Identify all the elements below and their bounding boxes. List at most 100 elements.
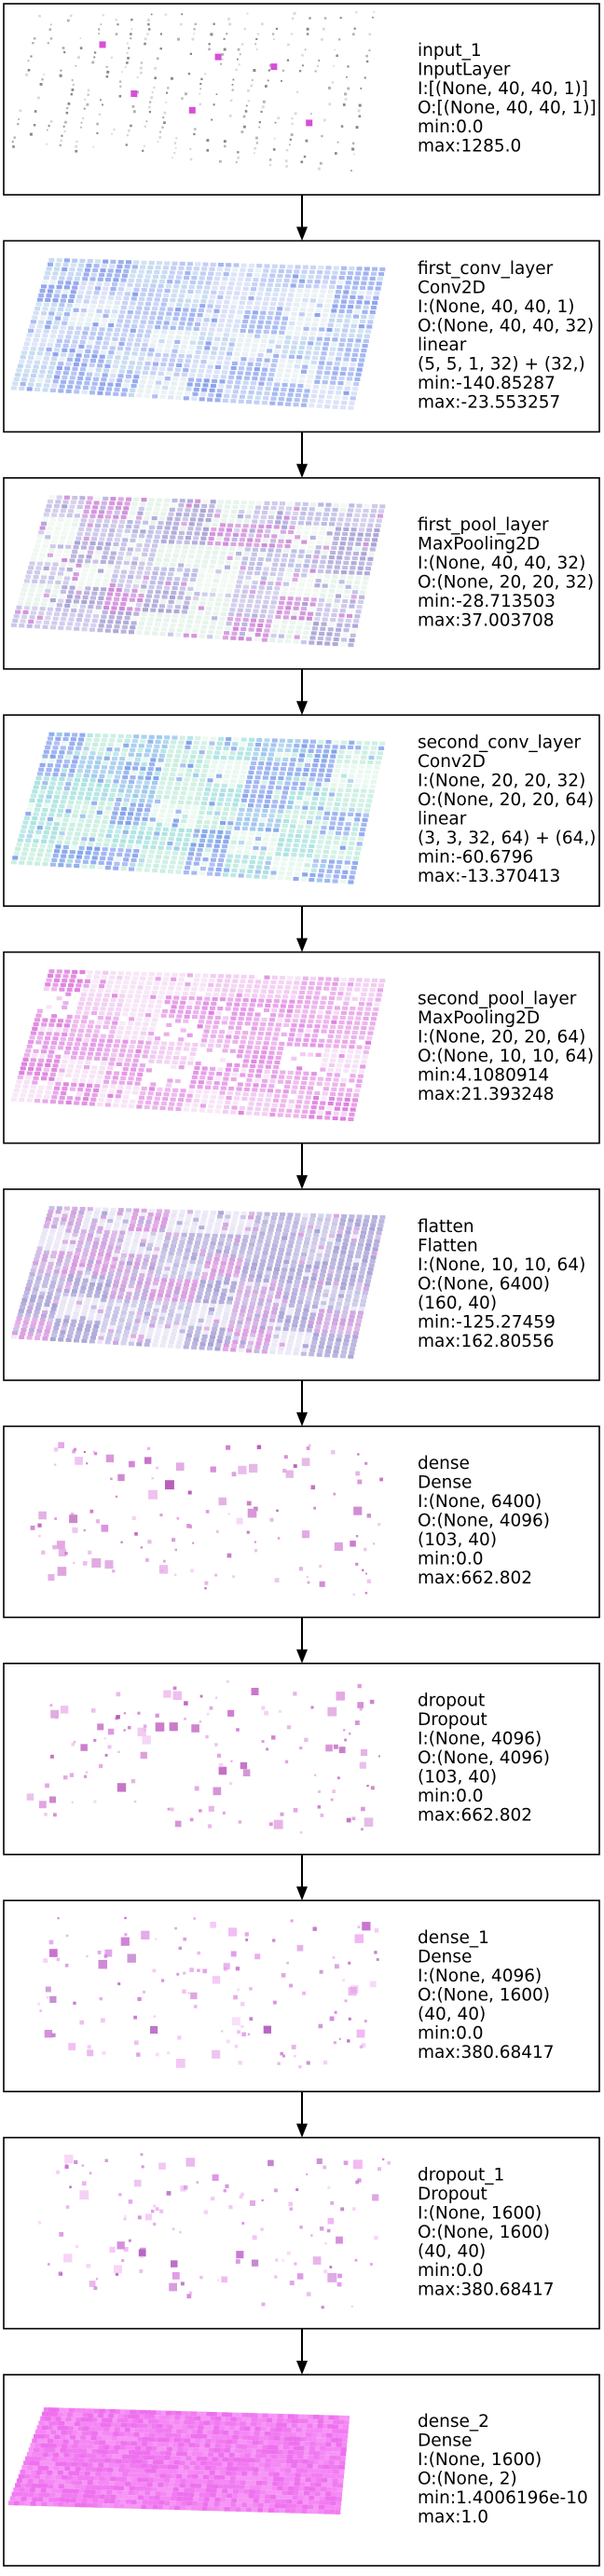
activation-cell bbox=[85, 1033, 91, 1038]
activation-cell bbox=[76, 1006, 83, 1010]
activation-cell bbox=[153, 512, 158, 516]
activation-cell bbox=[81, 837, 88, 842]
activation-cell bbox=[333, 1010, 339, 1015]
input-pixel bbox=[303, 155, 307, 158]
activation-cell bbox=[219, 1030, 226, 1035]
input-pixel bbox=[237, 58, 239, 61]
activation-cell bbox=[280, 767, 286, 772]
activation-cell bbox=[228, 816, 235, 821]
input-pixel bbox=[223, 48, 226, 51]
activation-cell bbox=[351, 1030, 358, 1035]
activation-cell bbox=[339, 1015, 346, 1021]
activation-cell bbox=[241, 827, 248, 831]
input-pixel bbox=[64, 120, 67, 124]
activation-cell bbox=[105, 332, 112, 336]
activation-cell bbox=[360, 828, 366, 832]
activation-cell bbox=[128, 839, 134, 843]
activation-cell bbox=[122, 1012, 129, 1017]
activation-cell bbox=[133, 552, 140, 556]
activation-cell bbox=[42, 781, 48, 786]
activation-cell bbox=[215, 332, 222, 336]
activation-cell bbox=[247, 362, 254, 366]
activation-cell bbox=[138, 830, 144, 835]
activation-cell bbox=[160, 986, 167, 991]
activation-cell bbox=[136, 630, 143, 635]
activation-cell bbox=[93, 377, 99, 381]
activation-cell bbox=[35, 566, 42, 570]
input-pixel bbox=[372, 16, 374, 19]
activation-cell bbox=[132, 1031, 139, 1035]
activation-cell bbox=[172, 261, 178, 266]
activation-cell bbox=[108, 615, 115, 620]
activation-cell bbox=[375, 286, 381, 291]
activation-cell bbox=[342, 395, 349, 401]
activation-cell bbox=[217, 593, 224, 597]
activation-cell bbox=[301, 369, 307, 374]
activation-cell bbox=[43, 540, 49, 544]
activation-cell bbox=[193, 1038, 199, 1043]
activation-cell bbox=[36, 826, 43, 830]
activation-cell bbox=[199, 1015, 206, 1020]
activation-cell bbox=[238, 399, 244, 404]
activation-cell bbox=[131, 561, 138, 566]
activation-cell bbox=[356, 1011, 363, 1016]
activation-cell bbox=[284, 747, 291, 753]
activation-cell bbox=[325, 873, 332, 878]
activation-cell bbox=[260, 514, 267, 519]
activation-cell bbox=[96, 546, 103, 551]
activation-cell bbox=[131, 323, 138, 329]
input-pixel bbox=[130, 37, 131, 40]
activation-cell bbox=[49, 625, 56, 630]
activation-cell bbox=[328, 589, 335, 594]
activation-cell bbox=[253, 576, 259, 581]
activation-cell bbox=[67, 622, 74, 626]
input-pixel bbox=[59, 74, 62, 77]
activation-cell bbox=[206, 276, 213, 281]
activation-cell bbox=[43, 566, 49, 570]
activation-cell bbox=[318, 773, 324, 777]
activation-cell bbox=[175, 633, 182, 637]
activation-cell bbox=[235, 760, 241, 765]
activation-cell bbox=[79, 970, 86, 975]
activation-cell bbox=[219, 285, 226, 291]
activation-cell bbox=[174, 516, 181, 521]
activation-cell bbox=[322, 516, 328, 521]
activation-cell bbox=[152, 631, 158, 636]
activation-cell bbox=[239, 394, 245, 399]
activation-cell bbox=[53, 1005, 60, 1009]
activation-cell bbox=[253, 845, 259, 851]
activation-cell bbox=[226, 826, 233, 830]
activation-cell bbox=[362, 547, 368, 552]
activation-cell bbox=[292, 340, 298, 345]
activation-cell bbox=[283, 990, 290, 994]
activation-cell bbox=[368, 755, 375, 760]
activation-cell bbox=[233, 323, 240, 328]
activation-cell bbox=[149, 762, 155, 767]
activation-cell bbox=[309, 569, 316, 573]
activation-cell bbox=[183, 605, 189, 610]
activation-cell bbox=[219, 616, 226, 621]
activation-cell bbox=[306, 521, 312, 526]
activation-cell bbox=[137, 625, 144, 630]
input-pixel bbox=[130, 33, 132, 35]
activation-cell bbox=[246, 570, 253, 575]
activation-cell bbox=[294, 839, 300, 843]
activation-cell bbox=[140, 292, 146, 297]
activation-cell bbox=[119, 519, 126, 524]
activation-cell bbox=[330, 313, 336, 318]
activation-cell bbox=[353, 585, 360, 590]
activation-cell bbox=[336, 1001, 341, 1006]
activation-visualization bbox=[10, 495, 386, 648]
activation-cell bbox=[286, 534, 293, 540]
activation-cell bbox=[210, 797, 216, 802]
layer-max: max:-23.553257 bbox=[418, 392, 560, 412]
activation-cell bbox=[36, 1008, 43, 1013]
activation-cell bbox=[199, 987, 205, 992]
activation-cell bbox=[126, 998, 132, 1003]
activation-cell bbox=[198, 517, 204, 522]
activation-cell bbox=[302, 602, 309, 607]
activation-cell bbox=[262, 571, 268, 576]
activation-cell bbox=[145, 357, 152, 362]
activation-cell bbox=[332, 371, 338, 376]
activation-cell bbox=[95, 550, 102, 555]
